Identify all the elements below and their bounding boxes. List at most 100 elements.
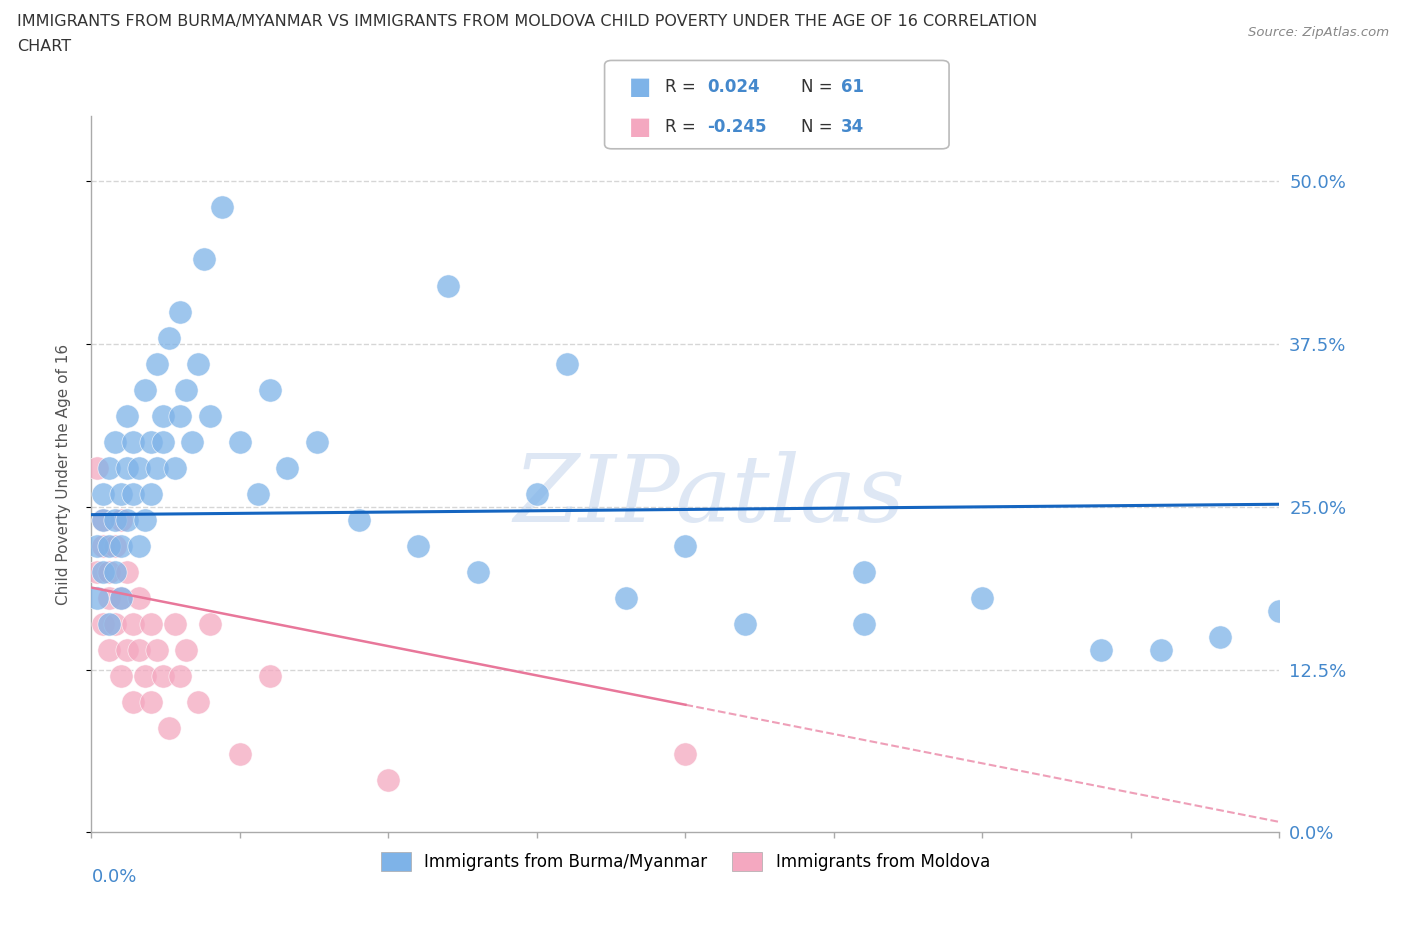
Y-axis label: Child Poverty Under the Age of 16: Child Poverty Under the Age of 16: [56, 344, 70, 604]
Text: R =: R =: [665, 118, 702, 136]
Point: [406, 538, 429, 553]
Point: [134, 512, 156, 527]
Point: [104, 434, 127, 449]
Point: [181, 434, 204, 449]
Point: [110, 486, 132, 501]
Text: R =: R =: [665, 78, 702, 96]
Point: [104, 617, 127, 631]
Point: [1268, 604, 1291, 618]
Point: [614, 591, 637, 605]
Point: [187, 356, 209, 371]
Point: [852, 617, 875, 631]
Point: [176, 382, 198, 397]
Point: [1209, 630, 1232, 644]
Point: [347, 512, 370, 527]
Point: [110, 591, 132, 605]
Point: [91, 512, 114, 527]
Text: IMMIGRANTS FROM BURMA/MYANMAR VS IMMIGRANTS FROM MOLDOVA CHILD POVERTY UNDER THE: IMMIGRANTS FROM BURMA/MYANMAR VS IMMIGRA…: [17, 14, 1038, 29]
Point: [98, 565, 121, 579]
Point: [115, 408, 138, 423]
Point: [176, 643, 198, 658]
Point: [128, 460, 150, 475]
Point: [98, 591, 121, 605]
Point: [193, 252, 215, 267]
Point: [852, 565, 875, 579]
Text: 61: 61: [841, 78, 863, 96]
Point: [122, 434, 145, 449]
Point: [122, 486, 145, 501]
Point: [139, 617, 162, 631]
Point: [139, 434, 162, 449]
Point: [91, 565, 114, 579]
Point: [157, 330, 180, 345]
Text: 34: 34: [841, 118, 865, 136]
Point: [110, 538, 132, 553]
Point: [259, 382, 281, 397]
Point: [110, 669, 132, 684]
Point: [152, 669, 174, 684]
Point: [128, 643, 150, 658]
Point: [673, 538, 696, 553]
Point: [134, 382, 156, 397]
Text: ■: ■: [628, 114, 651, 139]
Point: [972, 591, 994, 605]
Point: [436, 278, 458, 293]
Point: [122, 695, 145, 710]
Point: [259, 669, 281, 684]
Text: 0.024: 0.024: [707, 78, 759, 96]
Point: [377, 773, 399, 788]
Point: [157, 721, 180, 736]
Point: [104, 512, 127, 527]
Text: CHART: CHART: [17, 39, 70, 54]
Point: [115, 460, 138, 475]
Point: [229, 434, 252, 449]
Point: [555, 356, 578, 371]
Point: [169, 408, 191, 423]
Text: 0.0%: 0.0%: [91, 869, 136, 886]
Point: [86, 460, 108, 475]
Point: [1149, 643, 1171, 658]
Point: [115, 643, 138, 658]
Point: [187, 695, 209, 710]
Point: [128, 591, 150, 605]
Point: [104, 565, 127, 579]
Point: [91, 512, 114, 527]
Text: N =: N =: [801, 78, 838, 96]
Point: [200, 408, 222, 423]
Point: [98, 617, 121, 631]
Point: [169, 304, 191, 319]
Text: N =: N =: [801, 118, 838, 136]
Point: [145, 460, 167, 475]
Point: [246, 486, 269, 501]
Point: [467, 565, 489, 579]
Text: -0.245: -0.245: [707, 118, 766, 136]
Point: [139, 486, 162, 501]
Point: [145, 356, 167, 371]
Point: [91, 617, 114, 631]
Point: [115, 512, 138, 527]
Point: [98, 538, 121, 553]
Point: [163, 460, 186, 475]
Point: [152, 434, 174, 449]
Point: [91, 486, 114, 501]
Point: [526, 486, 548, 501]
Point: [163, 617, 186, 631]
Point: [673, 747, 696, 762]
Point: [1090, 643, 1112, 658]
Point: [86, 565, 108, 579]
Point: [200, 617, 222, 631]
Point: [98, 643, 121, 658]
Point: [86, 591, 108, 605]
Legend: Immigrants from Burma/Myanmar, Immigrants from Moldova: Immigrants from Burma/Myanmar, Immigrant…: [374, 845, 997, 878]
Point: [307, 434, 329, 449]
Point: [115, 565, 138, 579]
Point: [145, 643, 167, 658]
Point: [134, 669, 156, 684]
Point: [91, 538, 114, 553]
Point: [169, 669, 191, 684]
Text: ■: ■: [628, 75, 651, 100]
Point: [122, 617, 145, 631]
Point: [86, 538, 108, 553]
Point: [139, 695, 162, 710]
Point: [128, 538, 150, 553]
